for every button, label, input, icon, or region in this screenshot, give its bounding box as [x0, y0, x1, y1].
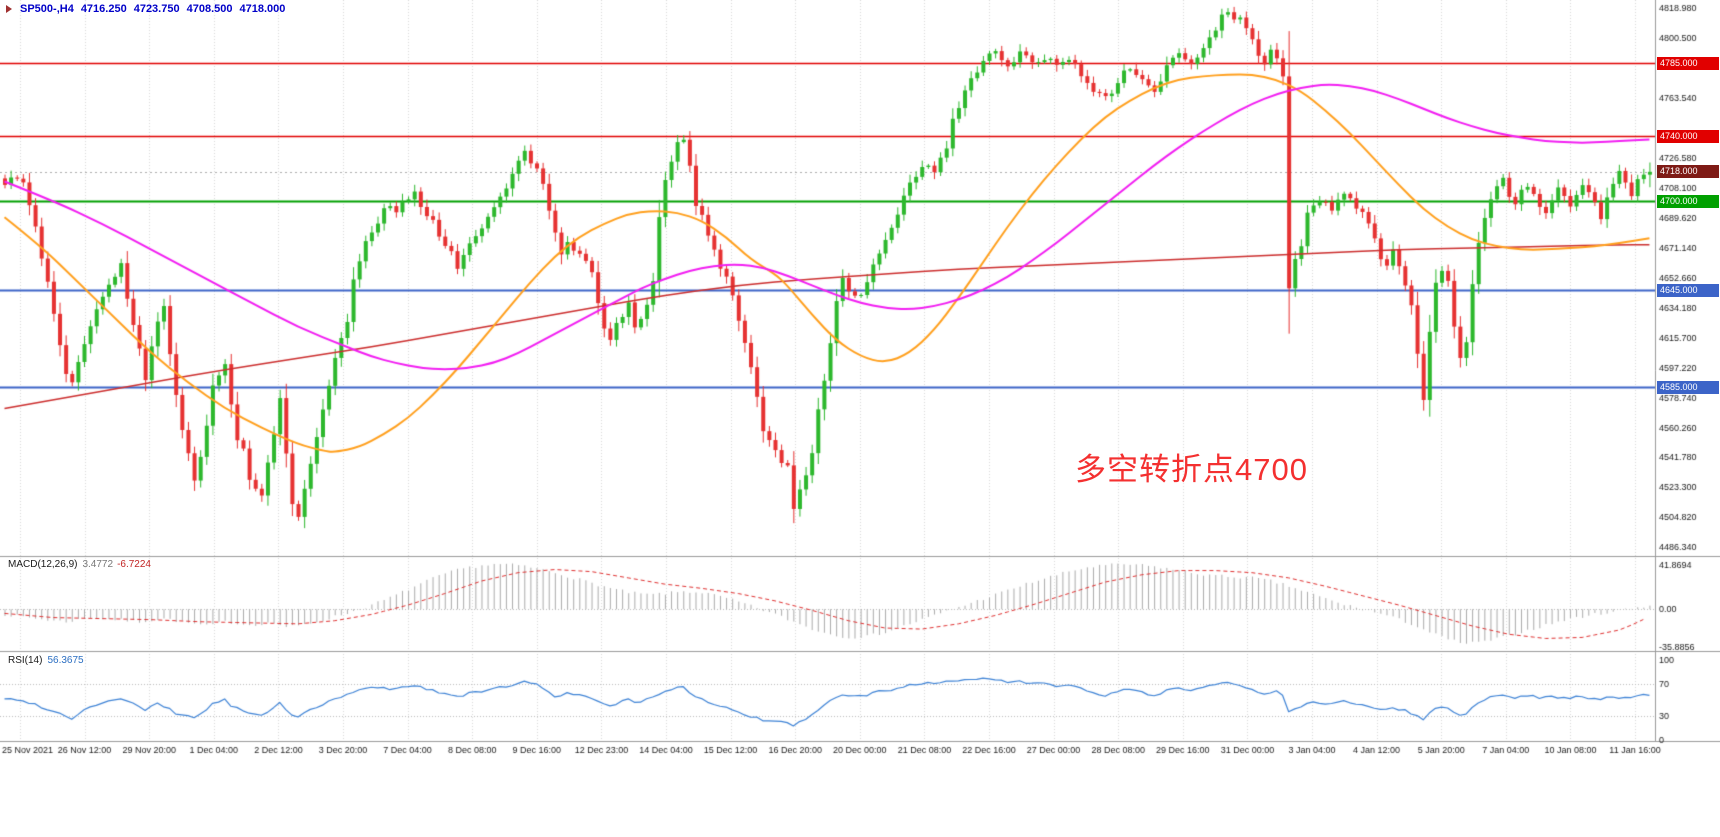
quote-high: 4723.750 — [133, 3, 180, 15]
pivot-annotation-text: 多空转折点4700 — [1075, 452, 1308, 487]
quote-low: 4708.500 — [186, 3, 233, 15]
price-level-badge: 4700.000 — [1657, 194, 1719, 208]
price-level-badge: 4718.000 — [1657, 165, 1719, 179]
price-level-badge: 4740.000 — [1657, 129, 1719, 143]
price-level-badge: 4585.000 — [1657, 380, 1719, 394]
quote-close: 4718.000 — [239, 3, 286, 15]
price-level-badge: 4645.000 — [1657, 283, 1719, 297]
rsi-name: RSI(14) — [8, 655, 43, 666]
macd-name: MACD(12,26,9) — [8, 559, 78, 570]
symbol-timeframe-label: SP500-,H4 — [20, 3, 74, 15]
rsi-value: 56.3675 — [47, 655, 84, 666]
one-click-trading-icon[interactable] — [6, 5, 12, 13]
macd-indicator-label: MACD(12,26,9) 3.4772 -6.7224 — [8, 559, 151, 570]
rsi-indicator-label: RSI(14) 56.3675 — [8, 655, 84, 666]
price-level-badge: 4785.000 — [1657, 56, 1719, 70]
quote-open: 4716.250 — [80, 3, 127, 15]
macd-main-value: 3.4772 — [82, 559, 114, 570]
chart-title: SP500-,H4 4716.250 4723.750 4708.500 471… — [6, 3, 285, 15]
macd-signal-value: -6.7224 — [117, 559, 151, 570]
